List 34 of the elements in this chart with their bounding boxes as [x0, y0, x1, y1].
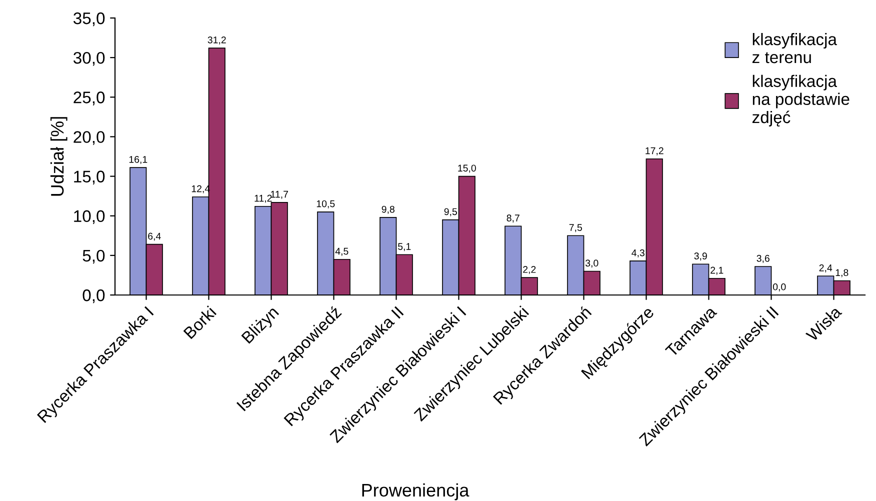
data-label: 4,3 — [632, 249, 644, 258]
y-tick-label: 30,0 — [73, 52, 105, 66]
data-label: 6,4 — [148, 232, 161, 241]
y-tick-label: 15,0 — [74, 170, 105, 184]
y-tick-label: 5,0 — [82, 250, 105, 264]
data-label: 16,1 — [129, 156, 148, 164]
data-label: 8,7 — [506, 214, 520, 223]
data-label: 17,2 — [646, 147, 664, 156]
data-label: 0,0 — [773, 283, 786, 292]
data-label: 2,2 — [523, 266, 536, 274]
y-tick-label: 20,0 — [74, 131, 105, 145]
x-axis-title: Proweniencja — [362, 483, 470, 500]
y-tick-label: 0,0 — [82, 289, 105, 304]
data-label: 4,5 — [335, 248, 348, 256]
data-label: 1,8 — [836, 269, 848, 278]
data-label: 7,5 — [569, 224, 582, 232]
data-label: 31,2 — [208, 36, 226, 45]
data-label: 5,1 — [398, 243, 411, 252]
data-label: 11,2 — [254, 194, 272, 203]
data-label: 3,9 — [694, 252, 707, 261]
y-tick-label: 10,0 — [74, 210, 105, 224]
y-axis-title: Udział [%] — [50, 117, 68, 196]
data-label: 15,0 — [458, 164, 476, 173]
legend-label: klasyfikacja na podstawie zdjęć — [752, 74, 850, 127]
data-label: 3,6 — [756, 254, 770, 263]
data-label: 2,4 — [819, 264, 832, 272]
data-label: 9,5 — [444, 208, 457, 216]
data-label: 10,5 — [316, 200, 335, 208]
data-label: 9,8 — [382, 206, 394, 214]
y-tick-label: 25,0 — [74, 92, 105, 106]
y-tick-label: 35,0 — [73, 12, 105, 26]
data-label: 2,1 — [710, 266, 724, 275]
data-label: 3,0 — [585, 260, 598, 268]
data-label: 11,7 — [271, 190, 288, 199]
